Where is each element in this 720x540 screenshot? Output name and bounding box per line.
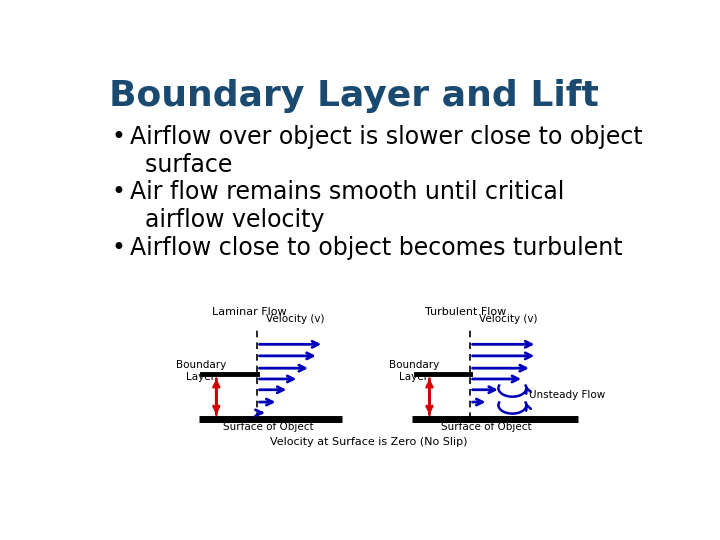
- Text: Surface of Object: Surface of Object: [223, 422, 314, 432]
- Text: Boundary Layer and Lift: Boundary Layer and Lift: [109, 79, 599, 113]
- Text: Unsteady Flow: Unsteady Flow: [529, 390, 606, 400]
- Text: Velocity at Surface is Zero (No Slip): Velocity at Surface is Zero (No Slip): [270, 437, 468, 448]
- Text: •: •: [112, 236, 125, 260]
- Text: Turbulent Flow: Turbulent Flow: [426, 307, 506, 318]
- Text: Airflow close to object becomes turbulent: Airflow close to object becomes turbulen…: [130, 236, 623, 260]
- Text: Air flow remains smooth until critical
  airflow velocity: Air flow remains smooth until critical a…: [130, 180, 564, 232]
- Text: Boundary
Layer: Boundary Layer: [389, 361, 439, 382]
- Text: Laminar Flow: Laminar Flow: [212, 307, 286, 318]
- Text: •: •: [112, 125, 125, 149]
- Text: Airflow over object is slower close to object
  surface: Airflow over object is slower close to o…: [130, 125, 643, 177]
- Text: Velocity (v): Velocity (v): [266, 314, 325, 323]
- Text: •: •: [112, 180, 125, 204]
- Text: Boundary
Layer: Boundary Layer: [176, 361, 226, 382]
- Text: Velocity (v): Velocity (v): [479, 314, 538, 323]
- Text: Surface of Object: Surface of Object: [441, 422, 532, 432]
